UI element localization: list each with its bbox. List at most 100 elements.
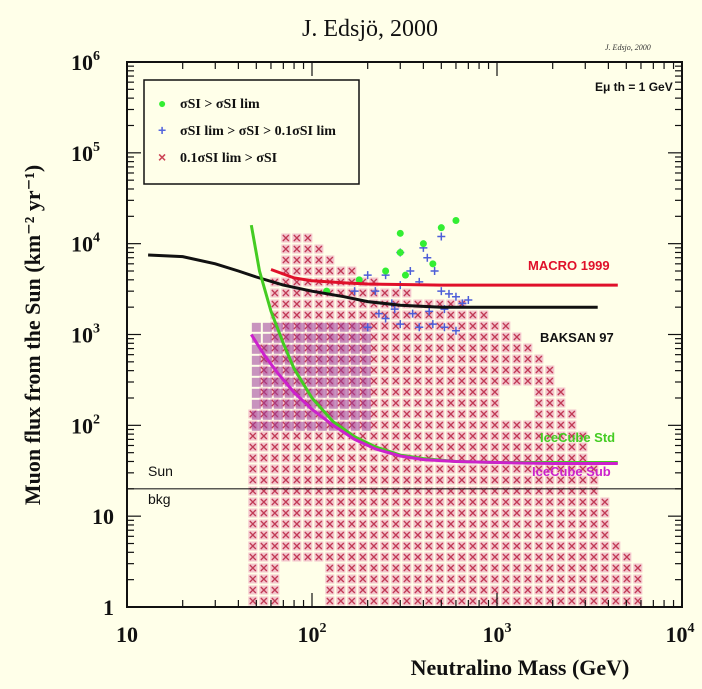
red-x-mark xyxy=(480,520,488,528)
red-x-mark xyxy=(480,586,488,594)
red-x-mark xyxy=(282,465,290,473)
red-x-mark xyxy=(491,520,499,528)
red-x-mark xyxy=(436,586,444,594)
red-x-mark xyxy=(469,454,477,462)
red-x-mark xyxy=(293,542,301,550)
red-x-mark xyxy=(491,586,499,594)
red-x-mark xyxy=(502,377,510,385)
red-x-mark xyxy=(271,300,279,308)
red-x-mark xyxy=(293,476,301,484)
red-x-mark xyxy=(293,245,301,253)
red-x-mark xyxy=(260,564,268,572)
curve-baksan-97 xyxy=(148,253,598,309)
red-x-mark xyxy=(403,388,411,396)
red-x-mark xyxy=(425,410,433,418)
red-x-mark xyxy=(381,388,389,396)
red-x-mark xyxy=(469,432,477,440)
red-x-mark xyxy=(612,597,620,605)
red-x-mark xyxy=(513,443,521,451)
red-x-mark xyxy=(458,498,466,506)
dense-cell xyxy=(361,388,371,398)
red-x-mark xyxy=(513,520,521,528)
red-x-mark xyxy=(315,520,323,528)
red-x-mark xyxy=(392,443,400,451)
red-x-mark xyxy=(535,586,543,594)
dense-cell xyxy=(328,355,338,365)
red-x-mark xyxy=(326,300,334,308)
red-x-mark xyxy=(524,597,532,605)
red-x-mark xyxy=(337,509,345,517)
dense-cell xyxy=(251,366,261,376)
red-x-mark xyxy=(337,531,345,539)
red-x-mark xyxy=(579,531,587,539)
red-x-mark xyxy=(612,564,620,572)
red-x-mark xyxy=(447,388,455,396)
red-x-mark xyxy=(326,498,334,506)
red-x-mark xyxy=(403,399,411,407)
red-x-mark xyxy=(414,542,422,550)
red-x-mark xyxy=(392,388,400,396)
red-x-mark xyxy=(348,575,356,583)
red-x-mark xyxy=(480,410,488,418)
red-x-mark xyxy=(535,498,543,506)
red-x-mark xyxy=(469,311,477,319)
red-x-mark xyxy=(392,498,400,506)
dense-cell xyxy=(306,410,316,420)
red-x-mark xyxy=(392,465,400,473)
red-x-mark xyxy=(337,443,345,451)
red-x-mark xyxy=(458,377,466,385)
red-x-mark xyxy=(469,377,477,385)
red-x-mark xyxy=(370,432,378,440)
red-x-mark xyxy=(304,509,312,517)
red-x-mark xyxy=(491,542,499,550)
red-x-mark xyxy=(282,498,290,506)
red-x-mark xyxy=(447,465,455,473)
red-x-mark xyxy=(513,355,521,363)
red-x-mark xyxy=(392,289,400,297)
red-x-mark xyxy=(546,465,554,473)
red-x-mark xyxy=(370,366,378,374)
red-x-mark xyxy=(282,234,290,242)
red-x-mark xyxy=(381,432,389,440)
red-x-mark xyxy=(403,553,411,561)
red-x-mark xyxy=(337,542,345,550)
dense-cell xyxy=(339,377,349,387)
dense-cell xyxy=(328,366,338,376)
red-x-mark xyxy=(480,553,488,561)
red-x-mark xyxy=(546,498,554,506)
dense-cell xyxy=(295,355,305,365)
red-x-mark xyxy=(260,531,268,539)
red-x-mark xyxy=(535,432,543,440)
red-x-mark xyxy=(458,388,466,396)
red-x-mark xyxy=(447,355,455,363)
limit-curves xyxy=(127,224,682,490)
dense-cell xyxy=(328,399,338,409)
legend: ● σSI > σSI lim + σSI lim > σSI > 0.1σSI li… xyxy=(143,79,360,185)
red-x-mark xyxy=(557,432,565,440)
red-x-mark xyxy=(282,245,290,253)
red-x-mark xyxy=(458,531,466,539)
dense-cell xyxy=(361,399,371,409)
red-x-mark xyxy=(271,597,279,605)
curve-label-icecube-sub: IceCube Sub xyxy=(532,464,611,479)
red-x-mark xyxy=(524,355,532,363)
red-x-mark xyxy=(524,575,532,583)
red-x-mark xyxy=(491,476,499,484)
red-x-mark xyxy=(469,421,477,429)
dense-cell xyxy=(284,344,294,354)
red-x-mark xyxy=(381,465,389,473)
red-x-mark xyxy=(546,366,554,374)
red-x-mark xyxy=(414,553,422,561)
red-x-mark xyxy=(315,553,323,561)
red-x-mark xyxy=(513,531,521,539)
red-x-mark xyxy=(348,454,356,462)
red-x-mark xyxy=(557,531,565,539)
red-x-mark xyxy=(315,245,323,253)
red-x-mark xyxy=(425,333,433,341)
red-x-mark xyxy=(535,542,543,550)
red-x-mark xyxy=(403,322,411,330)
red-x-mark xyxy=(271,520,279,528)
red-x-mark xyxy=(491,421,499,429)
red-x-mark xyxy=(469,333,477,341)
red-x-mark xyxy=(458,421,466,429)
